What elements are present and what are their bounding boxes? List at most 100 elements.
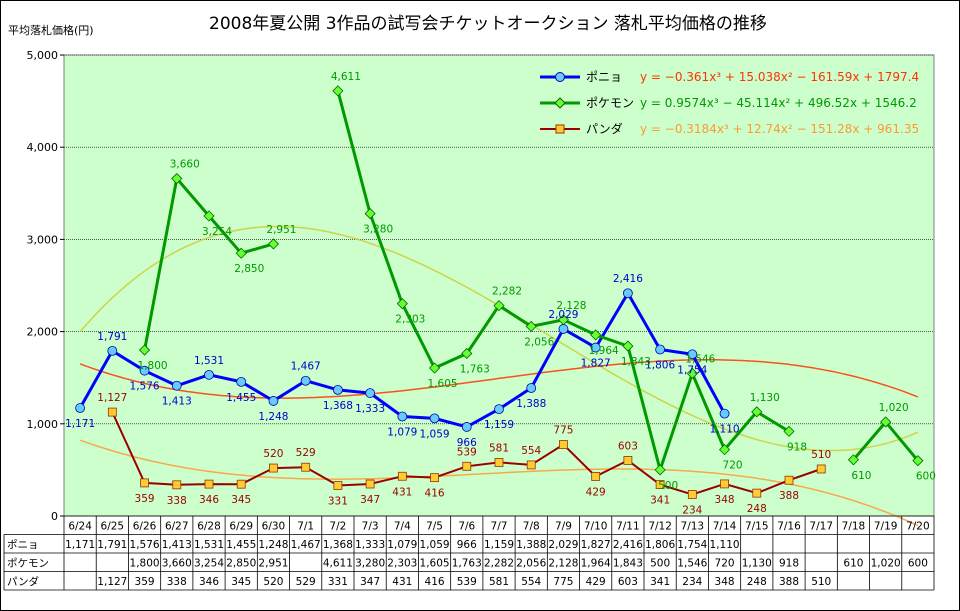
y-tick-label: 2,000 <box>27 326 59 339</box>
x-tick-label: 7/11 <box>616 521 640 533</box>
data-point <box>268 396 279 406</box>
table-cell: 1,110 <box>710 539 740 551</box>
table-cell: 1,333 <box>355 539 385 551</box>
data-label: 1,159 <box>484 419 514 431</box>
data-label: 1,791 <box>97 331 127 343</box>
table-cell: 520 <box>263 576 283 588</box>
data-label: 1,827 <box>581 358 611 370</box>
data-label: 3,280 <box>363 224 393 236</box>
data-point <box>75 403 86 413</box>
table-cell: 918 <box>779 558 799 570</box>
data-label: 1,546 <box>685 353 715 365</box>
data-label: 359 <box>135 493 155 505</box>
data-label: 2,303 <box>395 314 425 326</box>
data-point <box>493 300 505 312</box>
legend-trend-equation: y = −0.3184x³ + 12.74x² − 151.28x + 961.… <box>640 122 919 136</box>
data-point <box>687 490 697 499</box>
table-cell: 720 <box>715 558 735 570</box>
table-cell: 1,413 <box>162 539 192 551</box>
data-label: 338 <box>167 495 187 507</box>
data-label: 1,110 <box>710 424 740 436</box>
x-tick-label: 7/9 <box>555 521 572 533</box>
data-point <box>880 416 892 428</box>
table-cell: 1,467 <box>291 539 321 551</box>
table-cell: 359 <box>135 576 155 588</box>
table-cell: 416 <box>425 576 445 588</box>
table-cell: 1,159 <box>484 539 514 551</box>
table-cell: 1,171 <box>65 539 95 551</box>
data-point <box>687 349 698 360</box>
series-group <box>75 85 924 499</box>
data-label: 1,576 <box>130 381 160 393</box>
table-cell: 347 <box>360 576 380 588</box>
table-cell: 4,611 <box>323 558 353 570</box>
data-point <box>365 388 376 398</box>
data-label: 3,660 <box>170 159 200 171</box>
table-cell: 1,546 <box>677 558 707 570</box>
table-cell: 1,368 <box>323 539 353 551</box>
gridlines <box>64 54 934 425</box>
data-table: 6/24 6/25 6/26 6/27 6/28 6/29 6/30 7/1 7/2 7/3 7/4… <box>3 515 935 591</box>
x-tick-label: 7/20 <box>906 521 930 533</box>
y-axis-ticks: 0 1,000 2,000 3,000 4,000 5,000 <box>27 49 64 523</box>
data-label: 1,333 <box>355 403 385 415</box>
data-label: 1,467 <box>291 361 321 373</box>
table-series-label: ポニョ <box>7 539 39 551</box>
trendline-パンダ <box>79 439 919 527</box>
data-point <box>429 413 440 424</box>
x-tick-label: 7/12 <box>648 521 672 533</box>
data-label: 431 <box>392 486 412 498</box>
data-label: 331 <box>328 495 348 507</box>
data-point <box>720 479 729 489</box>
table-cell: 338 <box>167 576 187 588</box>
table-cell: 1,455 <box>226 539 256 551</box>
x-tick-label: 7/18 <box>842 521 866 533</box>
table-cell: 1,576 <box>130 539 160 551</box>
legend-label: パンダ <box>586 121 623 136</box>
table-cell: 2,029 <box>548 539 578 551</box>
chart-title: 2008年夏公開 3作品の試写会チケットオークション 落札平均価格の推移 <box>209 14 767 34</box>
data-point <box>622 288 633 299</box>
table-cell: 234 <box>682 576 702 588</box>
data-point <box>107 345 118 356</box>
table-cell: 1,020 <box>871 558 901 570</box>
data-label: 500 <box>658 480 678 492</box>
data-point <box>300 375 311 386</box>
data-label: 346 <box>199 494 219 506</box>
data-label: 600 <box>916 471 936 483</box>
x-tick-label: 6/29 <box>229 521 253 533</box>
data-point <box>269 463 278 473</box>
plot-area <box>63 54 935 517</box>
data-point <box>139 365 150 376</box>
table-cell: 775 <box>553 576 573 588</box>
table-cell: 1,827 <box>581 539 611 551</box>
table-series-label: パンダ <box>7 575 40 588</box>
table-cell: 2,416 <box>613 539 643 551</box>
data-point <box>654 464 666 476</box>
data-point <box>783 425 795 437</box>
data-label: 1,171 <box>65 418 95 430</box>
data-point <box>590 342 601 353</box>
data-label: 1,455 <box>226 392 256 404</box>
data-point <box>364 208 376 220</box>
data-point <box>236 479 246 489</box>
data-point <box>333 481 343 490</box>
data-label: 520 <box>263 448 283 460</box>
y-tick-label: 3,000 <box>27 233 59 246</box>
table-series-label: ポケモン <box>7 558 49 570</box>
table-cell: 3,280 <box>355 558 385 570</box>
data-point <box>718 444 731 456</box>
data-label: 429 <box>586 486 606 498</box>
table-cell: 1,843 <box>613 558 643 570</box>
data-point <box>655 480 665 489</box>
legend-trend-equation: y = −0.361x³ + 15.038x² − 161.59x + 1797… <box>640 70 919 84</box>
legend-trend-equation: y = 0.9574x³ − 45.114x² + 496.52x + 1546… <box>640 96 917 110</box>
table-cell: 1,531 <box>194 539 224 551</box>
x-tick-label: 7/7 <box>491 521 508 533</box>
data-label: 3,254 <box>202 226 232 238</box>
data-label: 1,020 <box>879 402 909 414</box>
data-label: 918 <box>787 441 807 453</box>
x-tick-label: 7/5 <box>426 521 443 533</box>
table-cell: 1,763 <box>452 558 482 570</box>
